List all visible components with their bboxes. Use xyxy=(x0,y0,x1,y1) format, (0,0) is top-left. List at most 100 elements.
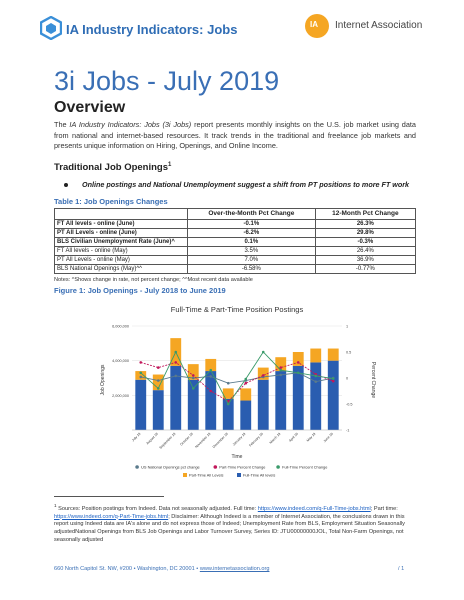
line-point xyxy=(226,381,230,385)
table-row: FT All levels - online (June) -0.1% 26.3… xyxy=(54,219,417,229)
line-point xyxy=(331,379,335,383)
row-label: BLS Civilian Unemployment Rate (June)^ xyxy=(54,237,188,247)
bar-segment xyxy=(310,348,322,363)
series-line xyxy=(140,361,334,402)
y2-axis-label: Percent Change xyxy=(370,362,376,398)
bar-segment xyxy=(275,357,287,372)
row-yoy: -0.3% xyxy=(314,237,417,247)
bar-segment xyxy=(240,400,252,430)
fulltime-link[interactable]: https://www.indeed.com/q-Full-Time-jobs.… xyxy=(257,505,371,512)
row-yoy: 26.3% xyxy=(314,219,417,229)
line-point xyxy=(156,379,160,382)
section-heading: Traditional Job Openings1 xyxy=(54,162,172,174)
chart-lines xyxy=(139,350,335,406)
legend-label: US National Openings pct change xyxy=(141,465,200,470)
x-tick-label: October 18 xyxy=(179,432,194,447)
bullet-point: Online postings and National Unemploymen… xyxy=(64,180,409,189)
line-point xyxy=(156,366,160,369)
line-point xyxy=(139,375,143,379)
row-yoy: -0.77% xyxy=(314,264,417,274)
y2-tick-label: -1 xyxy=(346,429,349,433)
y2-tick-label: -0.5 xyxy=(346,403,353,407)
y-axis-label: Job Openings xyxy=(100,364,106,395)
intro-paragraph: The IA Industry Indicators: Jobs (3i Job… xyxy=(54,120,416,151)
table-header-mom: Over-the-Month Pct Change xyxy=(187,208,316,220)
line-point xyxy=(209,368,213,372)
y-tick-label: 4,000,000 xyxy=(112,359,129,363)
line-point xyxy=(209,389,213,393)
line-point xyxy=(226,402,230,406)
line-point xyxy=(279,373,283,377)
bar-segment xyxy=(222,388,234,399)
line-point xyxy=(191,376,195,380)
row-mom: 7.0% xyxy=(187,255,316,265)
line-point xyxy=(314,374,318,378)
legend-label: Part-Time All Levels xyxy=(189,473,224,478)
row-mom: -6.58% xyxy=(187,264,316,274)
y-tick-label: 6,000,000 xyxy=(112,325,129,329)
bar-segment xyxy=(240,388,252,401)
line-point xyxy=(296,361,300,364)
line-point xyxy=(331,377,335,380)
line-point xyxy=(174,350,178,354)
x-tick-label: July 18 xyxy=(131,432,142,443)
hexagon-logo-icon xyxy=(40,16,62,40)
footer-address: 660 North Capitol St. NW, #200 • Washing… xyxy=(54,566,270,572)
line-point xyxy=(244,377,248,381)
bar-segment xyxy=(275,371,287,430)
table-row: BLS National Openings (May)^^ -6.58% -0.… xyxy=(54,264,417,274)
row-label: PT All Levels - online (May) xyxy=(54,255,188,265)
row-label: FT All levels - online (May) xyxy=(54,246,188,256)
bar-segment xyxy=(187,364,199,380)
line-point xyxy=(156,387,160,390)
row-mom: -0.1% xyxy=(187,219,316,229)
line-point xyxy=(314,380,318,383)
bar-segment xyxy=(310,362,322,430)
row-yoy: 36.9% xyxy=(314,255,417,265)
x-tick-label: March 19 xyxy=(269,432,282,445)
row-yoy: 29.8% xyxy=(314,228,417,238)
bar-segment xyxy=(327,348,339,361)
series-line xyxy=(140,372,334,384)
series-line xyxy=(140,350,334,405)
job-openings-table: Over-the-Month Pct Change 12-Month Pct C… xyxy=(54,208,417,274)
row-label: PT All Levels - online (June) xyxy=(54,228,188,238)
bar-segment xyxy=(205,371,217,430)
website-link[interactable]: www.internetassociation.org xyxy=(199,566,270,572)
line-point xyxy=(139,371,143,375)
internet-association-logo: IA Internet Association xyxy=(305,14,455,44)
table-header-yoy: 12-Month Pct Change xyxy=(314,208,417,220)
line-point xyxy=(209,375,213,378)
x-tick-label: May 19 xyxy=(306,432,317,443)
row-label: BLS National Openings (May)^^ xyxy=(54,264,188,274)
ia-jobs-logo-text: IA Industry Indicators: Jobs xyxy=(66,22,238,37)
line-point xyxy=(279,368,283,372)
legend-label: Full-Time All levels xyxy=(243,473,275,478)
table-header-blank xyxy=(54,208,188,220)
bar-segment xyxy=(135,379,147,430)
y-tick-label: 2,000,000 xyxy=(112,394,129,398)
line-point xyxy=(191,387,195,390)
page-title: 3i Jobs - July 2019 xyxy=(54,66,280,96)
row-label: FT All levels - online (June) xyxy=(54,219,188,229)
y2-tick-label: 1 xyxy=(346,325,348,329)
legend-swatch xyxy=(213,465,218,469)
x-tick-label: January 19 xyxy=(232,432,247,447)
legend-swatch xyxy=(276,465,280,469)
bar-segment xyxy=(292,365,304,430)
line-point xyxy=(279,366,283,369)
x-tick-label: August 18 xyxy=(145,432,159,446)
legend-swatch xyxy=(135,465,139,469)
bar-segment xyxy=(292,352,304,366)
table-row: PT All Levels - online (June) -6.2% 29.8… xyxy=(54,228,417,238)
x-tick-label: June 19 xyxy=(323,432,334,443)
parttime-link[interactable]: https://www.indeed.com/q-Part-Time-jobs.… xyxy=(54,513,169,520)
footnote-ref: 1 xyxy=(168,162,172,168)
line-point xyxy=(244,381,248,385)
internet-association-logo-text: Internet Association xyxy=(335,20,423,31)
line-point xyxy=(191,374,195,377)
table-notes: Notes: ^Shows change in rate, not percen… xyxy=(54,277,253,283)
x-tick-label: December 18 xyxy=(212,432,229,449)
job-openings-chart: Full-Time & Part-Time Position Postings … xyxy=(100,305,376,478)
overview-heading: Overview xyxy=(54,99,126,116)
